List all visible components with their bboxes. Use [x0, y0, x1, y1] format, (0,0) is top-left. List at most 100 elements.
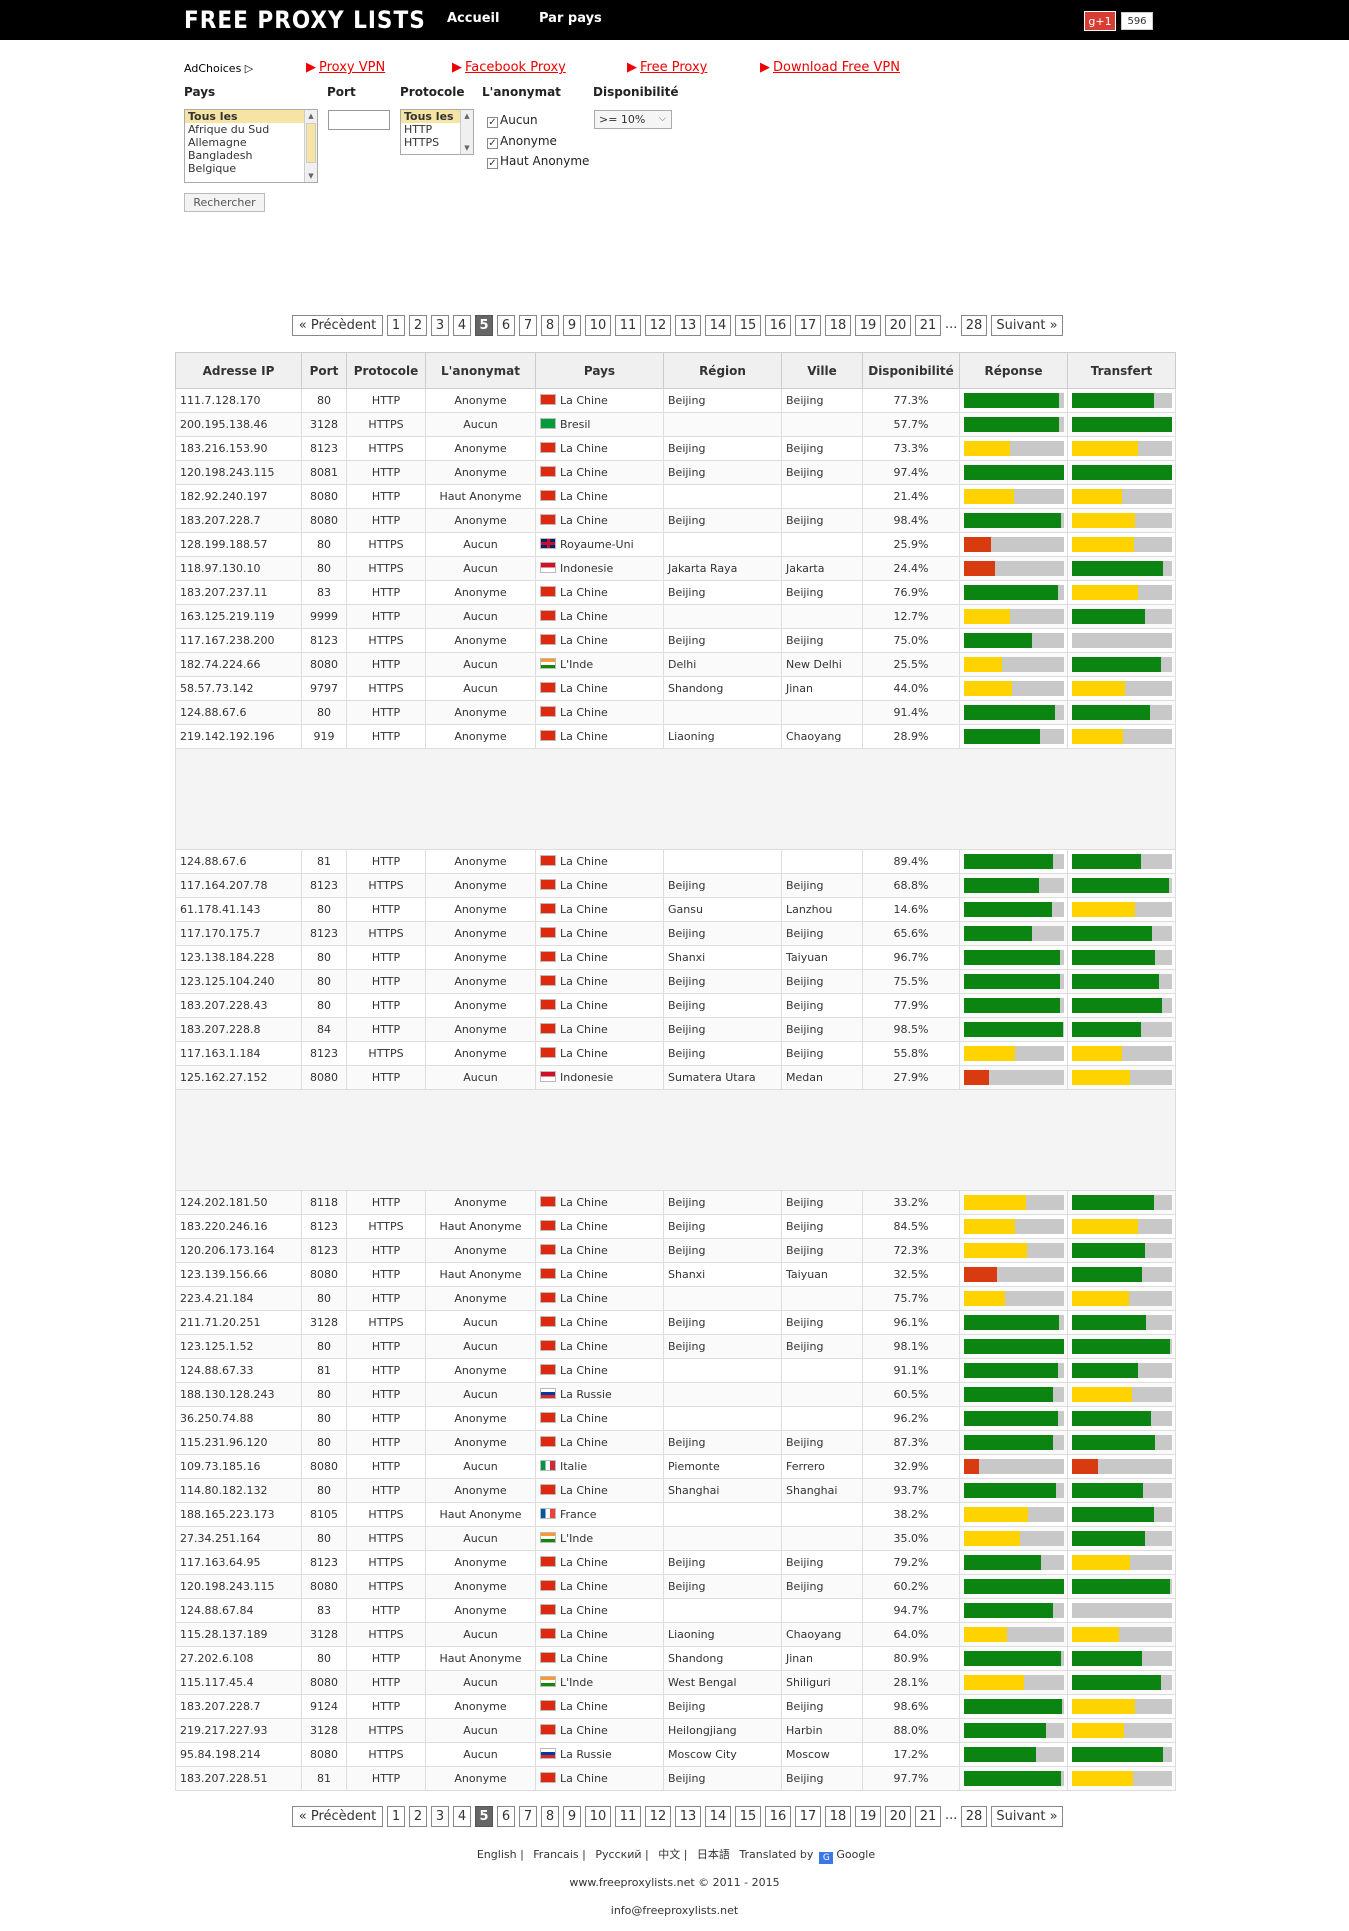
page-button-9[interactable]: 9 — [563, 315, 581, 336]
pays-scrollbar[interactable]: ▲ ▼ — [304, 110, 317, 182]
page-button-16[interactable]: 16 — [765, 1806, 791, 1827]
column-header[interactable]: Adresse IP — [175, 352, 302, 389]
page-button-4[interactable]: 4 — [453, 315, 471, 336]
page-button-17[interactable]: 17 — [795, 315, 821, 336]
checkmark-icon[interactable]: ✓ — [487, 117, 498, 128]
pays-option[interactable]: Bangladesh — [188, 149, 253, 162]
page-button-19[interactable]: 19 — [855, 1806, 881, 1827]
page-button-7[interactable]: 7 — [519, 1806, 537, 1827]
prev-page-button[interactable]: « Précèdent — [292, 315, 383, 336]
protocole-option[interactable]: Tous les — [401, 110, 473, 123]
scroll-down-icon[interactable]: ▼ — [464, 144, 470, 152]
scroll-down-icon[interactable]: ▼ — [308, 172, 314, 180]
scroll-up-icon[interactable]: ▲ — [308, 112, 314, 120]
column-header[interactable]: Pays — [535, 352, 664, 389]
protocole-option[interactable]: HTTPS — [404, 136, 440, 149]
page-button-17[interactable]: 17 — [795, 1806, 821, 1827]
checkmark-icon[interactable]: ✓ — [487, 158, 498, 169]
ad-link-download-free-vpn[interactable]: Download Free VPN — [760, 60, 900, 75]
page-button-10[interactable]: 10 — [585, 1806, 611, 1827]
port-input[interactable] — [328, 110, 390, 130]
page-button-16[interactable]: 16 — [765, 315, 791, 336]
protocol-cell: HTTPS — [346, 1574, 426, 1599]
pays-option[interactable]: Belgique — [188, 162, 237, 175]
column-header[interactable]: Port — [301, 352, 347, 389]
page-button-3[interactable]: 3 — [431, 315, 449, 336]
pays-option[interactable]: Allemagne — [188, 136, 247, 149]
next-page-button[interactable]: Suivant » — [991, 315, 1063, 336]
lang-japanese[interactable]: 日本語 — [696, 1848, 730, 1861]
page-button-2[interactable]: 2 — [409, 1806, 427, 1827]
page-button-13[interactable]: 13 — [675, 1806, 701, 1827]
anonymat-checkbox-aucun[interactable]: ✓ Aucun — [487, 113, 538, 128]
lang-russian[interactable]: Русский | — [595, 1848, 649, 1861]
next-page-button[interactable]: Suivant » — [991, 1806, 1063, 1827]
footer-email[interactable]: info@freeproxylists.net — [610, 1904, 739, 1917]
page-button-2[interactable]: 2 — [409, 315, 427, 336]
page-button-10[interactable]: 10 — [585, 315, 611, 336]
page-button-8[interactable]: 8 — [541, 315, 559, 336]
page-button-5[interactable]: 5 — [475, 315, 493, 336]
search-button[interactable]: Rechercher — [184, 193, 265, 212]
column-header[interactable]: Protocole — [346, 352, 426, 389]
page-button-20[interactable]: 20 — [885, 1806, 911, 1827]
page-button-20[interactable]: 20 — [885, 315, 911, 336]
anonymat-checkbox-anonyme[interactable]: ✓ Anonyme — [487, 134, 557, 149]
page-button-19[interactable]: 19 — [855, 315, 881, 336]
dispo-select[interactable]: >= 10% ⌵ — [594, 110, 672, 129]
ad-link-facebook-proxy[interactable]: Facebook Proxy — [452, 60, 566, 75]
pays-listbox[interactable]: Tous les Afrique du Sud Allemagne Bangla… — [184, 109, 318, 183]
page-button-last[interactable]: 28 — [961, 1806, 987, 1827]
nav-accueil[interactable]: Accueil — [447, 11, 500, 26]
site-logo[interactable]: FREE PROXY LISTS — [184, 6, 426, 34]
pays-option[interactable]: Tous les — [185, 110, 317, 123]
page-button-21[interactable]: 21 — [915, 1806, 941, 1827]
lang-english[interactable]: English | — [476, 1848, 524, 1861]
page-button-9[interactable]: 9 — [563, 1806, 581, 1827]
page-button-7[interactable]: 7 — [519, 315, 537, 336]
page-button-1[interactable]: 1 — [387, 315, 405, 336]
pays-option[interactable]: Afrique du Sud — [188, 123, 270, 136]
page-button-18[interactable]: 18 — [825, 1806, 851, 1827]
prev-page-button[interactable]: « Précèdent — [292, 1806, 383, 1827]
page-button-1[interactable]: 1 — [387, 1806, 405, 1827]
protocole-option[interactable]: HTTP — [404, 123, 433, 136]
page-button-11[interactable]: 11 — [615, 1806, 641, 1827]
page-button-last[interactable]: 28 — [961, 315, 987, 336]
page-button-6[interactable]: 6 — [497, 315, 515, 336]
google-plus-button[interactable]: g+1 — [1084, 11, 1116, 31]
protocole-scrollbar[interactable]: ▲ ▼ — [460, 110, 473, 154]
column-header[interactable]: Réponse — [959, 352, 1068, 389]
anonymat-checkbox-haut[interactable]: ✓ Haut Anonyme — [487, 154, 589, 169]
scroll-thumb[interactable] — [306, 123, 316, 163]
page-button-11[interactable]: 11 — [615, 315, 641, 336]
ad-link-free-proxy[interactable]: Free Proxy — [627, 60, 707, 75]
page-button-5[interactable]: 5 — [475, 1806, 493, 1827]
protocole-listbox[interactable]: Tous les HTTP HTTPS ▲ ▼ — [400, 109, 474, 155]
column-header[interactable]: Transfert — [1067, 352, 1176, 389]
page-button-13[interactable]: 13 — [675, 315, 701, 336]
page-button-21[interactable]: 21 — [915, 315, 941, 336]
page-button-18[interactable]: 18 — [825, 315, 851, 336]
page-button-4[interactable]: 4 — [453, 1806, 471, 1827]
column-header[interactable]: Ville — [781, 352, 863, 389]
column-header[interactable]: Disponibilité — [862, 352, 960, 389]
lang-francais[interactable]: Francais | — [533, 1848, 586, 1861]
page-button-15[interactable]: 15 — [735, 315, 761, 336]
page-button-12[interactable]: 12 — [645, 1806, 671, 1827]
page-button-15[interactable]: 15 — [735, 1806, 761, 1827]
page-button-6[interactable]: 6 — [497, 1806, 515, 1827]
page-button-14[interactable]: 14 — [705, 1806, 731, 1827]
scroll-up-icon[interactable]: ▲ — [464, 112, 470, 120]
adchoices-label[interactable]: AdChoices ▷ — [184, 62, 254, 75]
ad-link-proxy-vpn[interactable]: Proxy VPN — [306, 60, 385, 75]
page-button-3[interactable]: 3 — [431, 1806, 449, 1827]
column-header[interactable]: L'anonymat — [425, 352, 536, 389]
checkmark-icon[interactable]: ✓ — [487, 138, 498, 149]
column-header[interactable]: Région — [663, 352, 782, 389]
lang-chinese[interactable]: 中文 | — [658, 1848, 688, 1861]
page-button-12[interactable]: 12 — [645, 315, 671, 336]
page-button-8[interactable]: 8 — [541, 1806, 559, 1827]
nav-par-pays[interactable]: Par pays — [539, 11, 602, 26]
page-button-14[interactable]: 14 — [705, 315, 731, 336]
